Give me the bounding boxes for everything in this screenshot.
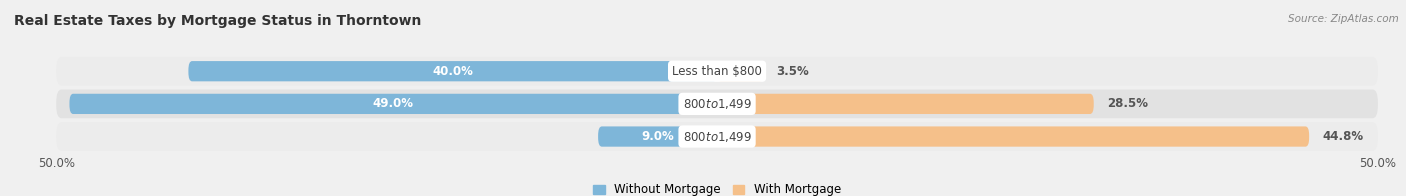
Text: 9.0%: 9.0%: [641, 130, 673, 143]
Text: Less than $800: Less than $800: [672, 65, 762, 78]
Text: 28.5%: 28.5%: [1107, 97, 1147, 110]
FancyBboxPatch shape: [717, 126, 1309, 147]
FancyBboxPatch shape: [56, 90, 1378, 118]
Text: 40.0%: 40.0%: [432, 65, 474, 78]
Text: Source: ZipAtlas.com: Source: ZipAtlas.com: [1288, 14, 1399, 24]
Text: $800 to $1,499: $800 to $1,499: [682, 97, 752, 111]
FancyBboxPatch shape: [56, 122, 1378, 151]
FancyBboxPatch shape: [598, 126, 717, 147]
Text: 3.5%: 3.5%: [776, 65, 810, 78]
Text: 49.0%: 49.0%: [373, 97, 413, 110]
FancyBboxPatch shape: [56, 57, 1378, 86]
FancyBboxPatch shape: [717, 61, 763, 81]
Legend: Without Mortgage, With Mortgage: Without Mortgage, With Mortgage: [588, 178, 846, 196]
Text: $800 to $1,499: $800 to $1,499: [682, 130, 752, 143]
FancyBboxPatch shape: [717, 94, 1094, 114]
FancyBboxPatch shape: [69, 94, 717, 114]
FancyBboxPatch shape: [188, 61, 717, 81]
Text: Real Estate Taxes by Mortgage Status in Thorntown: Real Estate Taxes by Mortgage Status in …: [14, 14, 422, 28]
Text: 44.8%: 44.8%: [1323, 130, 1364, 143]
